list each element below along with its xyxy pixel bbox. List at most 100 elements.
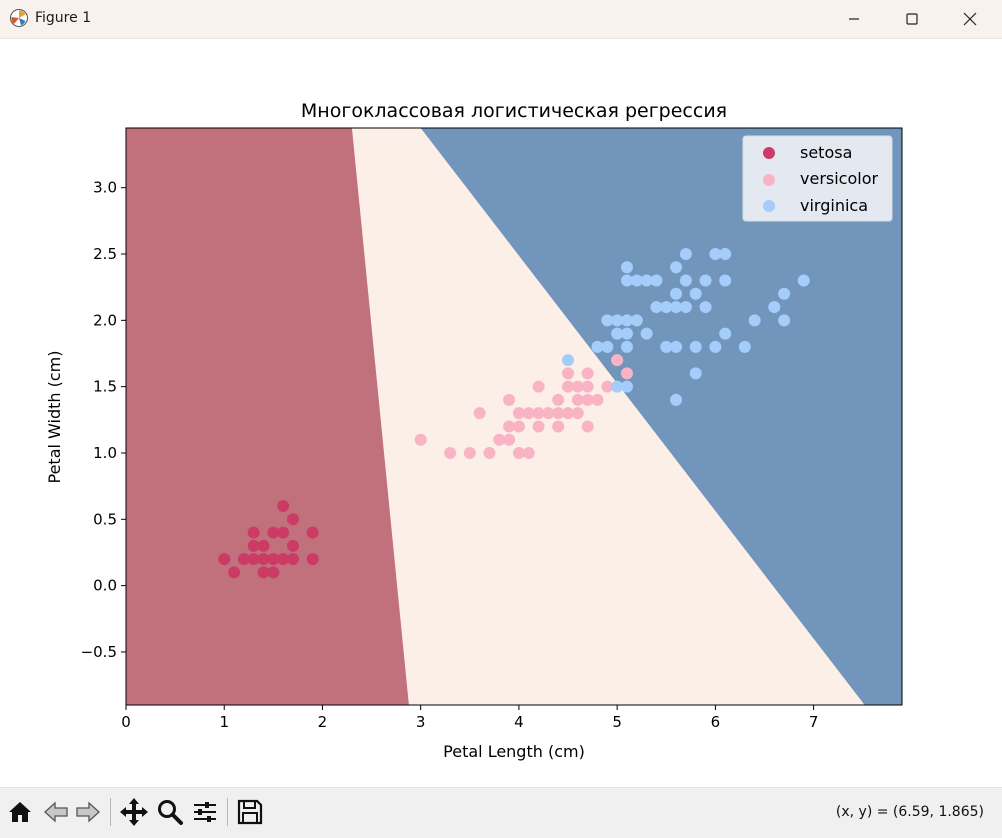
maximize-button[interactable] [883,0,941,38]
scatter-point-versicolor [414,433,427,446]
close-icon [963,12,977,26]
scatter-point-virginica [699,274,712,287]
scatter-point-versicolor [552,407,565,420]
region-virginica [420,128,902,705]
legend-label-setosa: setosa [800,143,852,162]
chart-title: Многоклассовая логистическая регрессия [301,100,727,122]
scatter-point-setosa [247,553,260,566]
x-tick-label: 1 [219,713,229,731]
y-tick-label: 1.0 [93,444,117,462]
scatter-point-virginica [601,314,614,327]
scatter-point-virginica [562,354,575,367]
scatter-point-virginica [689,287,702,300]
x-axis-ticks: 0 1 2 3 4 5 6 7 [121,705,818,731]
scatter-point-versicolor [581,393,594,406]
scatter-point-virginica [689,367,702,380]
scatter-point-setosa [267,526,280,539]
figure-canvas[interactable]: 0 1 2 3 4 5 6 7 −0.5 0.0 0.5 1.0 1.5 2.0 2.5 3.0 Много… [0,39,1002,787]
scatter-point-versicolor [581,367,594,380]
scatter-point-virginica [630,274,643,287]
pan-button[interactable] [116,794,152,830]
scatter-point-virginica [650,274,663,287]
legend-label-virginica: virginica [800,196,868,215]
scatter-point-versicolor [493,433,506,446]
scatter-point-virginica [650,301,663,314]
configure-subplots-button[interactable] [187,794,223,830]
x-tick-label: 7 [809,713,819,731]
scatter-point-setosa [228,566,241,579]
pan-move-icon [120,798,148,826]
scatter-point-virginica [611,327,624,340]
scatter-point-virginica [640,327,653,340]
chart-svg: 0 1 2 3 4 5 6 7 −0.5 0.0 0.5 1.0 1.5 2.0 2.5 3.0 Много… [45,100,903,761]
x-tick-label: 3 [416,713,426,731]
scatter-point-setosa [286,553,299,566]
save-button[interactable] [232,794,268,830]
scatter-point-virginica [699,301,712,314]
scatter-point-versicolor [444,446,457,459]
scatter-point-versicolor [463,446,476,459]
scatter-point-versicolor [503,393,516,406]
scatter-point-virginica [768,301,781,314]
scatter-point-versicolor [542,407,555,420]
scatter-point-versicolor [562,367,575,380]
y-tick-label: 2.0 [93,311,117,329]
scatter-point-versicolor [620,367,633,380]
scatter-point-setosa [306,553,319,566]
scatter-point-virginica [679,301,692,314]
home-icon [9,802,31,822]
scatter-point-virginica [709,248,722,261]
home-button[interactable] [2,794,38,830]
scatter-point-versicolor [611,354,624,367]
scatter-point-virginica [620,274,633,287]
matplotlib-icon [10,9,28,27]
close-button[interactable] [941,0,999,38]
scatter-point-setosa [237,553,250,566]
zoom-button[interactable] [152,794,188,830]
scatter-point-versicolor [571,393,584,406]
scatter-point-setosa [286,513,299,526]
scatter-point-setosa [267,553,280,566]
scatter-point-virginica [630,314,643,327]
x-axis-label: Petal Length (cm) [443,742,585,761]
scatter-point-virginica [620,380,633,393]
scatter-point-virginica [670,340,683,353]
window-title: Figure 1 [35,10,92,26]
y-tick-label: 3.0 [93,179,117,197]
scatter-point-virginica [719,248,732,261]
zoom-magnifier-icon [158,800,183,825]
scatter-point-versicolor [512,407,525,420]
x-tick-label: 6 [711,713,721,731]
y-tick-label: 1.5 [93,378,117,396]
y-tick-label: 2.5 [93,245,117,263]
window-titlebar: Figure 1 [0,0,1002,39]
scatter-point-virginica [748,314,761,327]
scatter-point-virginica [778,314,791,327]
scatter-point-virginica [620,327,633,340]
scatter-point-versicolor [532,407,545,420]
navigation-toolbar: (x, y) = (6.59, 1.865) [0,787,1002,838]
scatter-point-virginica [797,274,810,287]
save-disk-icon [237,799,263,825]
scatter-point-setosa [247,539,260,552]
scatter-point-virginica [679,274,692,287]
scatter-point-virginica [719,274,732,287]
scatter-point-versicolor [532,380,545,393]
back-button[interactable] [38,794,74,830]
scatter-point-virginica [640,274,653,287]
scatter-point-virginica [620,261,633,274]
y-axis-ticks: −0.5 0.0 0.5 1.0 1.5 2.0 2.5 3.0 [81,179,126,661]
minimize-icon [849,18,859,20]
scatter-point-setosa [247,526,260,539]
x-tick-label: 2 [318,713,328,731]
scatter-point-versicolor [503,433,516,446]
scatter-point-virginica [611,380,624,393]
maximize-icon [906,13,918,25]
scatter-point-virginica [620,314,633,327]
forward-button[interactable] [70,794,106,830]
scatter-point-versicolor [571,407,584,420]
y-axis-label: Petal Width (cm) [45,351,64,484]
legend-marker-setosa [763,147,775,159]
minimize-button[interactable] [825,0,883,38]
scatter-point-virginica [679,248,692,261]
